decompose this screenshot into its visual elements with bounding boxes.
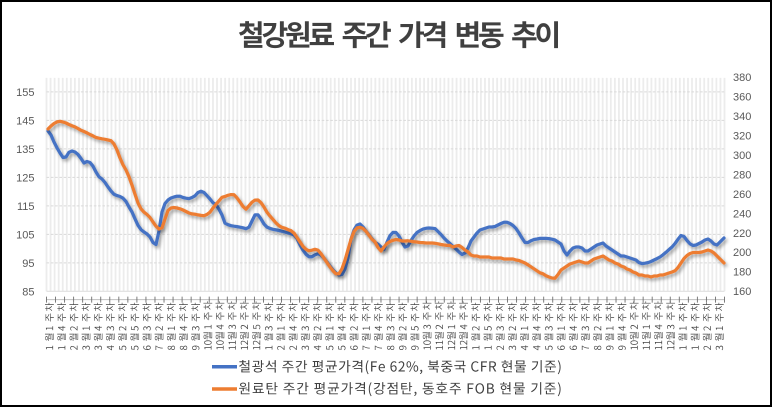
svg-text:105: 105 <box>16 229 34 241</box>
svg-text:180: 180 <box>733 267 751 279</box>
svg-text:135: 135 <box>16 144 34 156</box>
svg-text:155: 155 <box>16 87 34 99</box>
svg-text:145: 145 <box>16 115 34 127</box>
svg-text:220: 220 <box>733 228 751 240</box>
svg-text:95: 95 <box>22 258 34 270</box>
svg-text:200: 200 <box>733 247 751 259</box>
svg-text:360: 360 <box>733 92 751 104</box>
svg-text:125: 125 <box>16 172 34 184</box>
svg-text:340: 340 <box>733 111 751 123</box>
svg-text:160: 160 <box>733 286 751 298</box>
svg-text:300: 300 <box>733 150 751 162</box>
svg-text:320: 320 <box>733 131 751 143</box>
svg-text:380: 380 <box>733 72 751 84</box>
svg-text:115: 115 <box>17 201 35 213</box>
svg-text:260: 260 <box>733 189 751 201</box>
svg-text:240: 240 <box>733 208 751 220</box>
svg-text:280: 280 <box>733 169 751 181</box>
svg-text:85: 85 <box>22 286 34 298</box>
